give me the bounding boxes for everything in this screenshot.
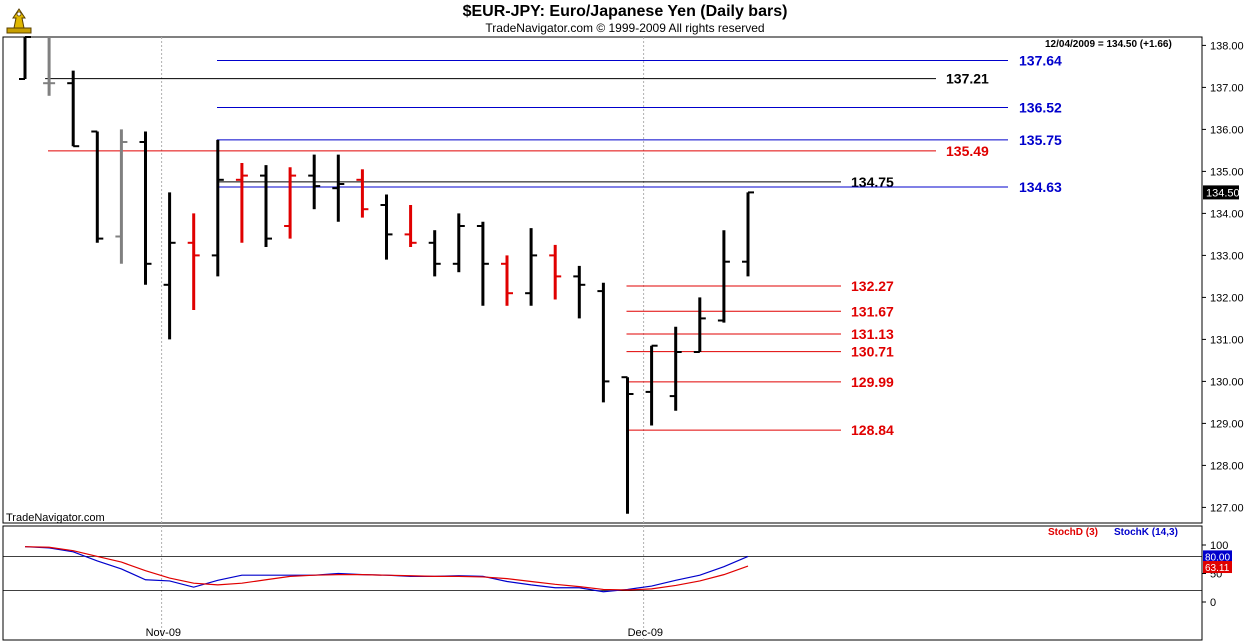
stoch-k-last-box xyxy=(1203,550,1232,563)
y-tick-label: 129.00 xyxy=(1210,418,1244,430)
info-readout: 12/04/2009 = 134.50 (+1.66) xyxy=(1045,39,1172,50)
y-tick-label: 135.00 xyxy=(1210,166,1244,178)
y-tick-label: 131.00 xyxy=(1210,334,1244,346)
stoch-legend-k: StochK (14,3) xyxy=(1114,527,1178,538)
level-label: 134.63 xyxy=(1019,179,1062,195)
y-tick-label: 128.00 xyxy=(1210,460,1244,472)
chart-header: $EUR-JPY: Euro/Japanese Yen (Daily bars)… xyxy=(0,2,1250,35)
level-label: 128.84 xyxy=(851,422,894,438)
stoch-panel-frame xyxy=(2,525,1203,641)
y-tick-label: 130.00 xyxy=(1210,376,1244,388)
chart-title: $EUR-JPY: Euro/Japanese Yen (Daily bars) xyxy=(462,3,788,20)
stoch-k-last-label: 80.00 xyxy=(1205,552,1230,563)
level-label: 135.49 xyxy=(946,143,989,159)
stoch-d-last-box xyxy=(1203,561,1232,574)
y-tick-label: 134.00 xyxy=(1210,208,1244,220)
level-label: 134.75 xyxy=(851,174,894,190)
level-label: 130.71 xyxy=(851,344,894,360)
stoch-y-tick-label: 0 xyxy=(1210,597,1216,609)
chart-subtitle: TradeNavigator.com © 1999-2009 All right… xyxy=(485,21,765,35)
stoch-series-line xyxy=(24,546,749,593)
x-tick-label: Dec-09 xyxy=(628,627,663,639)
level-label: 131.67 xyxy=(851,303,894,319)
price-panel-frame xyxy=(2,36,1203,524)
stoch-legend-d: StochD (3) xyxy=(1048,527,1098,538)
stoch-d-last-label: 63.11 xyxy=(1205,563,1230,574)
level-label: 136.52 xyxy=(1019,100,1062,116)
y-tick-label: 133.00 xyxy=(1210,250,1244,262)
level-label: 129.99 xyxy=(851,374,894,390)
level-label: 137.64 xyxy=(1019,53,1062,69)
watermark-text: TradeNavigator.com xyxy=(6,512,105,524)
y-tick-label: 127.00 xyxy=(1210,502,1244,514)
stoch-series-line xyxy=(24,546,749,591)
last-price-label: 134.50 xyxy=(1206,187,1240,199)
y-tick-label: 132.00 xyxy=(1210,292,1244,304)
y-tick-label: 137.00 xyxy=(1210,82,1244,94)
stoch-y-tick-label: 100 xyxy=(1210,540,1228,552)
level-label: 137.21 xyxy=(946,71,989,87)
x-tick-label: Nov-09 xyxy=(146,627,181,639)
y-tick-label: 138.00 xyxy=(1210,40,1244,52)
level-label: 132.27 xyxy=(851,278,894,294)
last-price-box xyxy=(1203,185,1239,200)
y-tick-label: 136.00 xyxy=(1210,124,1244,136)
level-label: 135.75 xyxy=(1019,132,1062,148)
level-label: 131.13 xyxy=(851,326,894,342)
trade-navigator-logo-icon xyxy=(6,8,32,34)
